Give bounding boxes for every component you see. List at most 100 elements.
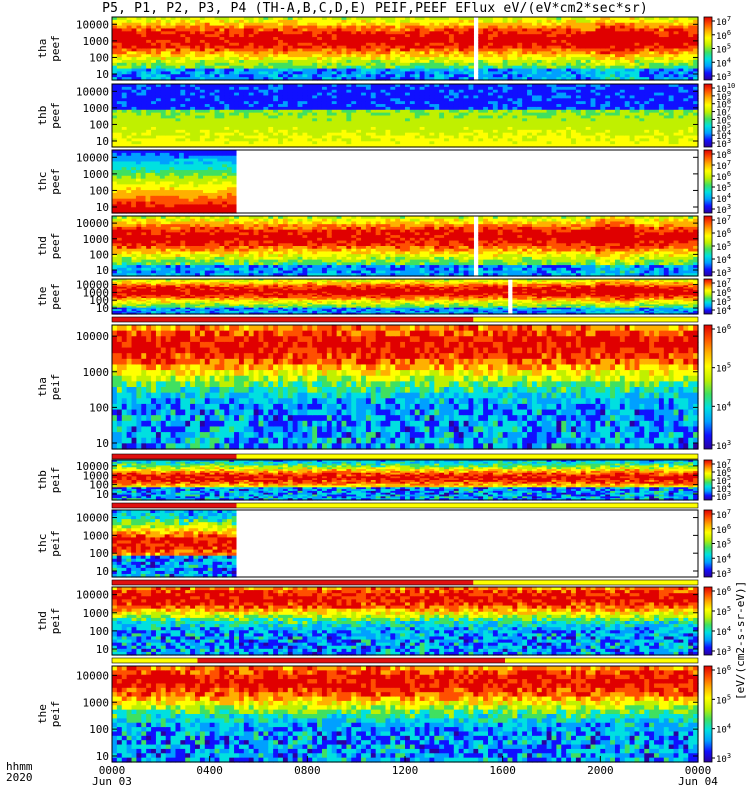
y-tick-label: 100	[89, 547, 109, 560]
flag-segment	[237, 503, 698, 508]
flag-segment	[505, 658, 698, 663]
heatmap-cells	[112, 325, 699, 450]
panel-probe-label: thc	[36, 534, 49, 554]
y-tick-label: 100	[89, 51, 109, 64]
colorbar-label: [eV/(cm2-s-sr-eV)]	[734, 581, 747, 700]
heatmap-cells	[112, 84, 699, 148]
heatmap-cells	[112, 666, 699, 763]
colorbar-tick-label: 107	[716, 508, 731, 521]
y-tick-label: 10	[96, 565, 109, 578]
colorbar-tick-label: 106	[716, 585, 731, 598]
colorbar-tick-label: 105	[716, 43, 731, 56]
y-tick-label: 100	[89, 625, 109, 638]
colorbar-tick-label: 106	[716, 664, 731, 677]
colorbar	[704, 666, 712, 762]
colorbar-tick-label: 103	[716, 567, 731, 580]
colorbar-tick-label: 106	[716, 29, 731, 42]
panel-product-label: peif	[49, 608, 62, 635]
flag-segment	[473, 317, 698, 322]
flag-segment	[112, 658, 197, 663]
panel-product-label: peef	[49, 35, 62, 62]
colorbar-tick-label: 103	[716, 752, 731, 765]
heatmap-cells	[112, 150, 237, 214]
y-tick-label: 10000	[76, 589, 109, 602]
colorbar	[704, 17, 712, 80]
y-tick-label: 10000	[76, 330, 109, 343]
flag-segment	[112, 454, 237, 459]
colorbar-tick-label: 104	[716, 552, 731, 565]
y-tick-label: 1000	[83, 168, 110, 181]
heatmap-cells	[112, 587, 699, 656]
y-tick-label: 1000	[83, 529, 110, 542]
colorbar-tick-label: 104	[716, 723, 731, 736]
y-tick-label: 10000	[76, 279, 109, 292]
y-tick-label: 10	[96, 643, 109, 656]
y-tick-label: 10	[96, 437, 109, 450]
panel-probe-label: thd	[36, 611, 49, 631]
colorbar-tick-label: 104	[716, 625, 731, 638]
colorbar-tick-label: 105	[716, 605, 731, 618]
panel-product-label: peif	[49, 374, 62, 401]
panel-product-label: peif	[49, 467, 62, 494]
flag-segment	[197, 658, 505, 663]
spectrogram-stack: 10100100010000tha peef1031041051061071010…	[0, 0, 750, 800]
colorbar-tick-label: 105	[716, 693, 731, 706]
panel-probe-label: tha	[36, 377, 49, 397]
panel-product-label: peef	[49, 283, 62, 310]
y-tick-label: 100	[89, 248, 109, 261]
y-tick-label: 100	[89, 184, 109, 197]
panel-probe-label: thb	[36, 470, 49, 490]
y-tick-label: 1000	[83, 233, 110, 246]
colorbar-tick-label: 104	[716, 56, 731, 69]
flag-bar	[112, 658, 698, 663]
panel-probe-label: the	[36, 287, 49, 307]
x-date-label: Jun 04	[678, 775, 718, 788]
x-tick-label: 0800	[294, 764, 321, 777]
panel-probe-label: thc	[36, 172, 49, 192]
y-tick-label: 1000	[83, 607, 110, 620]
colorbar	[704, 216, 712, 276]
y-tick-label: 10000	[76, 151, 109, 164]
y-tick-label: 1000	[83, 696, 110, 709]
heatmap-cells	[112, 510, 237, 578]
colorbar-tick-label: 106	[716, 227, 731, 240]
colorbar	[704, 460, 712, 500]
y-tick-label: 1000	[83, 102, 110, 115]
colorbar	[704, 279, 712, 314]
y-tick-label: 10000	[76, 669, 109, 682]
panel-product-label: peif	[49, 701, 62, 728]
colorbar-tick-label: 104	[716, 253, 731, 266]
y-tick-label: 10000	[76, 217, 109, 230]
colorbar-tick-label: 105	[716, 240, 731, 253]
y-tick-label: 10000	[76, 460, 109, 473]
x-tick-label: 2000	[587, 764, 614, 777]
panel-probe-label: tha	[36, 39, 49, 59]
y-tick-label: 100	[89, 401, 109, 414]
y-tick-label: 10	[96, 264, 109, 277]
y-tick-label: 100	[89, 118, 109, 131]
heatmap-cells	[112, 17, 699, 81]
y-tick-label: 10	[96, 750, 109, 763]
x-tick-label: 0400	[196, 764, 223, 777]
flag-bar	[112, 580, 698, 585]
y-tick-label: 10	[96, 201, 109, 214]
colorbar-tick-label: 106	[716, 323, 731, 336]
y-tick-label: 10000	[76, 85, 109, 98]
heatmap-cells	[112, 460, 699, 501]
panel-product-label: peef	[49, 233, 62, 260]
colorbar-tick-label: 103	[716, 439, 731, 452]
y-tick-label: 10000	[76, 18, 109, 31]
x-tick-label: 1600	[489, 764, 516, 777]
y-tick-label: 1000	[83, 35, 110, 48]
flag-bar	[112, 503, 698, 508]
panel-probe-label: the	[36, 704, 49, 724]
x-date-label: Jun 03	[92, 775, 132, 788]
colorbar	[704, 325, 712, 449]
